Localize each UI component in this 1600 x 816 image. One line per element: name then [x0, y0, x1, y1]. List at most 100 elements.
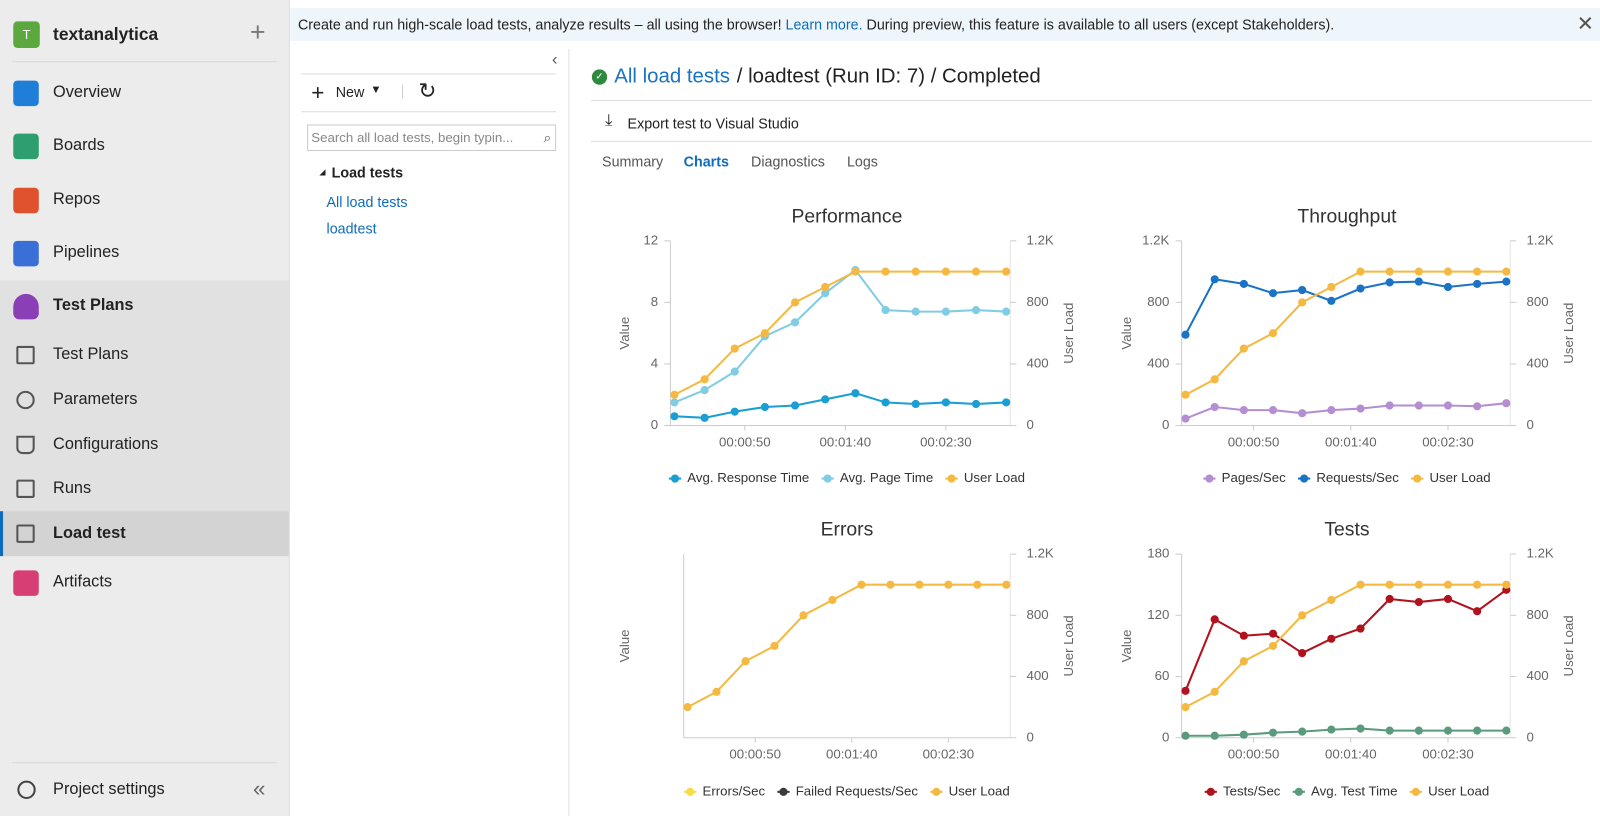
nav-subitem[interactable]: Load test	[53, 524, 126, 542]
data-point	[1210, 375, 1219, 384]
search-box[interactable]: Search all load tests, begin typin... ⌕	[307, 124, 557, 152]
nav-subitem[interactable]: Configurations	[53, 435, 159, 454]
y2-tick-label: 800	[1527, 607, 1549, 622]
legend-label: Pages/Sec	[1222, 470, 1286, 485]
data-point	[941, 398, 950, 407]
data-point	[821, 289, 830, 298]
collapse-pane[interactable]: ‹	[552, 51, 558, 69]
legend: Tests/Sec Avg. Test Time User Load	[1204, 783, 1489, 798]
data-point	[730, 407, 739, 416]
y2-tick-label: 400	[1527, 668, 1549, 683]
add-icon[interactable]: +	[249, 16, 266, 47]
y-axis-label: Value	[1119, 317, 1134, 350]
y2-axis-label: User Load	[1561, 303, 1576, 364]
nav-selected	[0, 511, 289, 557]
series-line	[1184, 588, 1507, 692]
tab[interactable]: Summary	[602, 153, 664, 170]
tab[interactable]: Diagnostics	[751, 153, 825, 170]
tree-caret[interactable]: ◢	[319, 167, 326, 177]
data-point	[821, 395, 830, 404]
data-point	[1356, 724, 1365, 733]
sub-icon	[16, 435, 35, 455]
data-point	[790, 318, 800, 327]
legend-marker	[1206, 787, 1215, 796]
legend-marker	[1413, 474, 1422, 483]
y2-axis-label: User Load	[1061, 615, 1076, 676]
data-point	[1210, 731, 1219, 740]
data-point	[1181, 330, 1190, 339]
settings[interactable]: Project settings	[53, 780, 165, 798]
data-point	[1181, 703, 1190, 712]
breadcrumb-link[interactable]: All load tests	[614, 65, 730, 88]
pane-divider	[568, 48, 570, 816]
nav-item[interactable]: Artifacts	[53, 573, 113, 591]
series-line	[1185, 727, 1507, 737]
data-point	[1443, 267, 1453, 276]
series-line	[674, 392, 1007, 419]
y-tick-label: 0	[1162, 417, 1169, 432]
legend: Errors/Sec Failed Requests/Sec User Load	[684, 783, 1010, 798]
divider	[12, 762, 277, 764]
x-tick-label: 00:00:50	[719, 434, 771, 449]
sub-icon	[16, 345, 35, 365]
x-tick-label: 00:01:40	[826, 747, 878, 762]
dropdown-icon[interactable]: ▼	[370, 83, 382, 96]
tree-item[interactable]: All load tests	[326, 193, 408, 211]
nav-item[interactable]: Overview	[53, 83, 122, 102]
data-point	[1327, 725, 1336, 734]
tab[interactable]: Logs	[846, 153, 878, 170]
x-tick-label: 00:01:40	[1325, 747, 1377, 762]
nav-item[interactable]: Repos	[53, 190, 101, 209]
data-point	[1298, 298, 1307, 307]
data-point	[1268, 329, 1278, 338]
data-point	[1385, 594, 1394, 604]
nav-item[interactable]: Pipelines	[53, 243, 120, 262]
data-point	[911, 267, 920, 276]
nav-subitem[interactable]: Runs	[53, 479, 92, 497]
export-button[interactable]: Export test to Visual Studio	[627, 115, 799, 132]
data-point	[941, 267, 950, 276]
test-plans-icon	[13, 293, 39, 320]
y2-tick-label: 400	[1027, 668, 1049, 683]
data-point	[1210, 402, 1219, 412]
data-point	[1414, 726, 1423, 735]
data-point	[1002, 267, 1011, 276]
tree-item[interactable]: loadtest	[326, 220, 377, 237]
data-point	[1502, 399, 1511, 408]
data-point	[1268, 641, 1278, 650]
chart-title: Throughput	[1297, 205, 1397, 227]
data-point	[1181, 414, 1190, 423]
y-tick-label: 12	[643, 232, 658, 247]
data-point	[1356, 580, 1365, 589]
org-name[interactable]: textanalytica	[53, 24, 159, 44]
data-point	[1210, 615, 1219, 624]
y2-tick-label: 400	[1027, 355, 1049, 370]
close-icon[interactable]: ✕	[1576, 13, 1594, 36]
data-point	[1327, 634, 1336, 643]
nav-subitem[interactable]: Parameters	[53, 390, 138, 409]
tab[interactable]: Charts	[683, 153, 729, 170]
data-point	[857, 580, 866, 589]
data-point	[790, 401, 800, 410]
data-point	[1385, 726, 1394, 735]
data-point	[1385, 401, 1394, 410]
artifacts-icon	[13, 570, 39, 596]
tree-header[interactable]: Load tests	[331, 164, 404, 181]
data-point	[881, 398, 890, 407]
legend-label: Avg. Page Time	[840, 470, 933, 485]
nav-subitem[interactable]: Test Plans	[53, 345, 129, 364]
x-tick-label: 00:02:30	[1422, 747, 1474, 762]
data-point	[1473, 726, 1482, 735]
collapse-icon[interactable]: «	[253, 775, 266, 802]
banner-link[interactable]: Learn more.	[785, 16, 863, 33]
legend-label: User Load	[964, 470, 1025, 485]
pipelines-icon	[13, 240, 39, 267]
divider	[301, 111, 557, 113]
legend-label: User Load	[949, 783, 1010, 798]
new-button[interactable]: New	[335, 83, 365, 100]
download-icon: ⤓	[605, 112, 613, 130]
refresh-icon[interactable]: ↻	[418, 79, 437, 104]
nav-item[interactable]: Test Plans	[53, 296, 134, 315]
x-tick-label: 00:00:50	[1228, 747, 1280, 762]
nav-item[interactable]: Boards	[53, 136, 105, 155]
